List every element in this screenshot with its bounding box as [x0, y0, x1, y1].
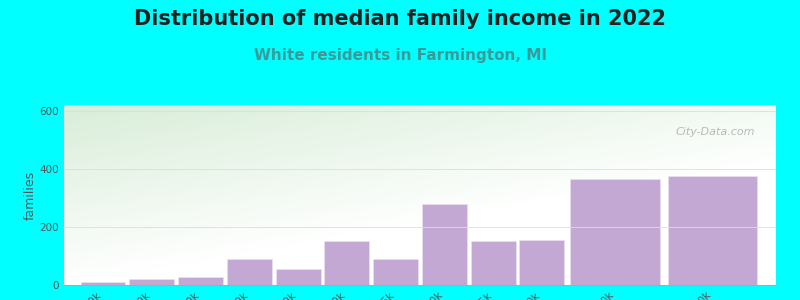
Bar	[178, 277, 223, 285]
Bar	[519, 240, 564, 285]
Bar	[570, 179, 660, 285]
Bar	[668, 176, 758, 285]
Bar	[373, 259, 418, 285]
Bar	[81, 282, 126, 285]
Bar	[470, 242, 515, 285]
Bar	[325, 242, 370, 285]
Bar	[276, 269, 321, 285]
Bar	[227, 259, 272, 285]
Text: Distribution of median family income in 2022: Distribution of median family income in …	[134, 9, 666, 29]
Text: White residents in Farmington, MI: White residents in Farmington, MI	[254, 48, 546, 63]
Y-axis label: families: families	[24, 170, 37, 220]
Bar	[422, 204, 467, 285]
Text: City-Data.com: City-Data.com	[675, 127, 754, 136]
Bar	[130, 279, 174, 285]
